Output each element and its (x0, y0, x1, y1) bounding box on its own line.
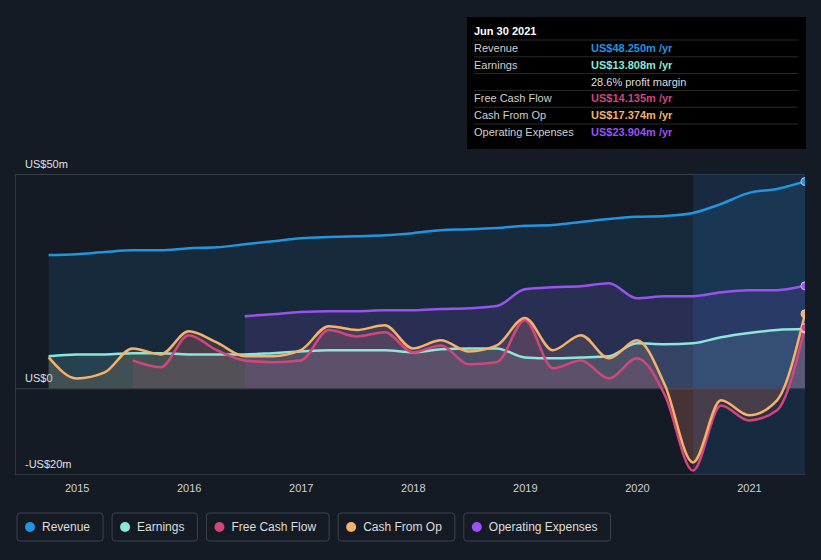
legend-item[interactable]: Earnings (112, 513, 197, 541)
tooltip-value: US$48.250m /yr (591, 42, 673, 54)
plot-area (49, 174, 805, 474)
x-tick-label: 2016 (177, 482, 201, 494)
tooltip-separator (474, 90, 798, 91)
legend-item[interactable]: Free Cash Flow (206, 513, 329, 541)
x-tick-label: 2020 (625, 482, 649, 494)
legend-swatch[interactable] (214, 522, 224, 532)
legend-box[interactable] (112, 513, 197, 541)
x-tick: 2020 (625, 474, 649, 494)
tooltip-separator (474, 107, 798, 108)
legend-item[interactable]: Cash From Op (338, 513, 455, 541)
tooltip-value: US$23.904m /yr (591, 126, 673, 138)
legend-label[interactable]: Free Cash Flow (231, 520, 316, 534)
legend-label[interactable]: Operating Expenses (489, 520, 598, 534)
grid-line (15, 474, 805, 475)
x-axis-line (16, 474, 806, 475)
x-tick: 2016 (177, 474, 201, 494)
x-tick-label: 2018 (401, 482, 425, 494)
legend-swatch[interactable] (120, 522, 130, 532)
tooltip-value: US$13.808m /yr (591, 59, 673, 71)
tooltip-separator (474, 56, 798, 57)
end-dot (801, 324, 805, 332)
series-line (133, 320, 805, 470)
tooltip-label: Revenue (474, 42, 518, 54)
series-line (49, 314, 805, 463)
legend-label[interactable]: Cash From Op (363, 520, 442, 534)
x-tick-label: 2021 (737, 482, 761, 494)
series-line (245, 283, 805, 316)
legend-item[interactable]: Revenue (17, 513, 103, 541)
tooltip-label: Cash From Op (474, 109, 546, 121)
end-dot (801, 282, 805, 290)
series-area (245, 283, 805, 388)
tooltip-value: US$17.374m /yr (591, 109, 673, 121)
tooltip-label: Earnings (474, 59, 518, 71)
x-tick-label: 2015 (65, 482, 89, 494)
legend-box[interactable] (464, 513, 611, 541)
y-tick-label: US$0 (25, 372, 53, 384)
legend: Revenue Earnings Free Cash Flow Cash From O… (17, 513, 611, 541)
x-tick: 2019 (513, 474, 537, 494)
legend-label[interactable]: Revenue (42, 520, 90, 534)
x-tick-label: 2017 (289, 482, 313, 494)
x-tick: 2021 (737, 474, 761, 494)
x-tick-label: 2019 (513, 482, 537, 494)
end-dot (801, 310, 805, 318)
legend-swatch[interactable] (25, 522, 35, 532)
series-line (49, 182, 805, 256)
y-axis-line (15, 175, 16, 475)
y-axis: -US$20m US$0 US$50m (15, 158, 805, 475)
x-tick: 2015 (65, 474, 89, 494)
tooltip-label: Operating Expenses (474, 126, 574, 138)
legend-box[interactable] (338, 513, 455, 541)
y-tick-label: -US$20m (25, 458, 71, 470)
legend-box[interactable] (17, 513, 103, 541)
y-tick-label: US$50m (25, 158, 68, 170)
grid-line (15, 174, 805, 175)
background (0, 0, 821, 560)
y-tick: US$50m (15, 158, 805, 175)
x-tick: 2018 (401, 474, 425, 494)
x-axis: 2015 2016 2017 2018 2019 2020 2021 (16, 474, 806, 494)
legend-box[interactable] (206, 513, 329, 541)
x-tick: 2017 (289, 474, 313, 494)
tooltip-value: US$14.135m /yr (591, 92, 673, 104)
tooltip-value: 28.6% profit margin (591, 76, 686, 88)
tooltip-separator (474, 40, 798, 41)
tooltip-box (467, 17, 806, 149)
tooltip-separator (474, 73, 798, 74)
tooltip: Jun 30 2021 Revenue US$48.250m /yr Earnings… (467, 17, 806, 149)
legend-swatch[interactable] (346, 522, 356, 532)
legend-item[interactable]: Operating Expenses (464, 513, 611, 541)
legend-swatch[interactable] (472, 522, 482, 532)
tooltip-label: Free Cash Flow (474, 92, 552, 104)
tooltip-title: Jun 30 2021 (474, 25, 536, 37)
tooltip-separator (474, 124, 798, 125)
legend-label[interactable]: Earnings (137, 520, 184, 534)
end-dot (801, 178, 805, 186)
